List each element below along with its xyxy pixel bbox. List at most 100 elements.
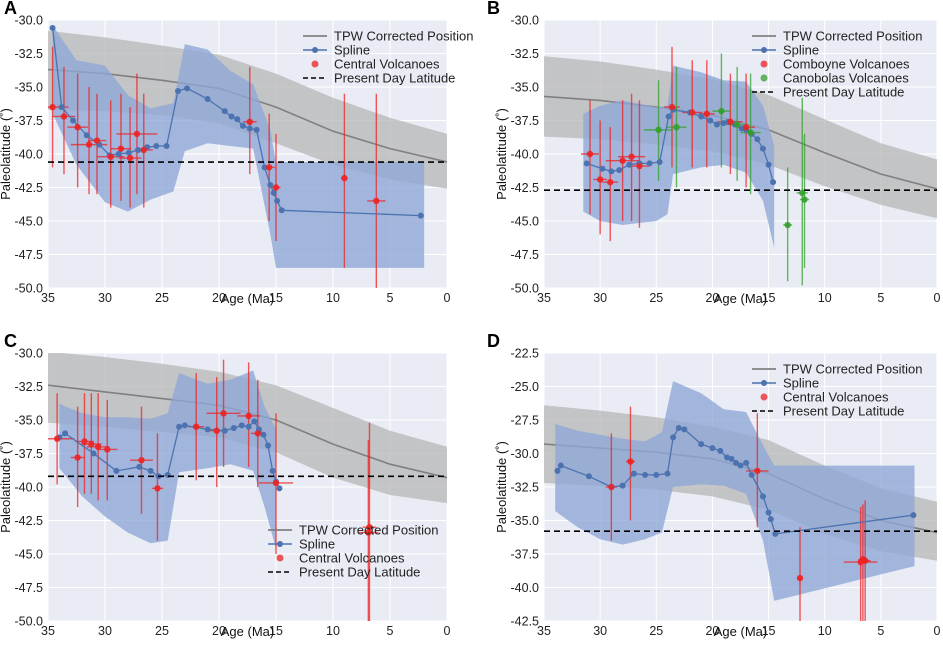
spline-point xyxy=(554,467,561,474)
spline-point xyxy=(135,146,142,153)
comboyne-volcanoes-point xyxy=(727,118,734,126)
central-volcanoes-point xyxy=(627,458,634,465)
legend-label: Comboyne Volcanoes xyxy=(783,57,910,72)
central-volcanoes-point xyxy=(81,438,88,445)
spline-point xyxy=(276,485,283,492)
spline-point xyxy=(664,470,671,477)
spline-point xyxy=(759,145,766,152)
x-tick-label: 20 xyxy=(705,291,719,305)
y-tick-label: -25.0 xyxy=(511,380,540,394)
y-tick-label: -42.5 xyxy=(511,181,540,195)
central-volcanoes-point xyxy=(53,435,61,442)
central-volcanoes-point xyxy=(859,556,867,563)
panel-letter: B xyxy=(487,0,500,18)
central-volcanoes-point xyxy=(107,153,114,160)
y-tick-label: -32.5 xyxy=(511,47,540,61)
panel-letter: C xyxy=(4,331,17,351)
spline-point xyxy=(274,197,281,204)
spline-point xyxy=(728,455,735,462)
central-volcanoes-point xyxy=(104,446,111,453)
y-tick-label: -42.5 xyxy=(15,514,44,528)
y-tick-label: -42.5 xyxy=(511,615,540,629)
y-axis-title: Paleolatitude (˚) xyxy=(494,108,509,200)
spline-point xyxy=(608,168,615,175)
spline-point xyxy=(717,447,724,454)
central-volcanoes-point xyxy=(341,174,348,182)
y-tick-label: -37.5 xyxy=(511,548,540,562)
comboyne-volcanoes-point xyxy=(742,124,750,131)
spline-point xyxy=(656,159,663,166)
central-volcanoes-point xyxy=(60,113,68,120)
x-tick-label: 0 xyxy=(444,624,451,638)
y-tick-label: -42.5 xyxy=(15,181,44,195)
spline-point xyxy=(665,113,672,120)
spline-point xyxy=(62,430,69,437)
y-axis-title: Paleolatitude (˚) xyxy=(0,108,13,200)
legend-swatch-central-volcanoes xyxy=(760,393,768,401)
x-tick-label: 15 xyxy=(269,291,283,305)
x-tick-label: 25 xyxy=(649,624,663,638)
x-tick-label: 10 xyxy=(818,624,832,638)
legend-swatch-spline-marker xyxy=(277,541,283,547)
x-tick-label: 35 xyxy=(537,624,551,638)
legend-swatch-spline-marker xyxy=(312,47,318,53)
canobolas-volcanoes-point xyxy=(801,196,808,203)
spline-point xyxy=(642,471,649,478)
central-volcanoes-point xyxy=(133,130,141,138)
canobolas-volcanoes-point xyxy=(718,107,725,115)
spline-point xyxy=(221,108,228,115)
comboyne-volcanoes-point xyxy=(668,103,676,111)
spline-point xyxy=(70,117,77,124)
y-tick-label: -47.5 xyxy=(511,248,540,262)
spline-point xyxy=(58,104,65,111)
x-tick-label: 10 xyxy=(326,624,340,638)
spline-point xyxy=(646,160,653,167)
y-tick-label: -37.5 xyxy=(511,114,540,128)
x-tick-label: 0 xyxy=(444,291,451,305)
spline-point xyxy=(910,512,917,519)
comboyne-volcanoes-point xyxy=(586,150,594,158)
comboyne-volcanoes-point xyxy=(636,162,643,170)
x-tick-label: 30 xyxy=(593,624,607,638)
spline-point xyxy=(136,463,143,470)
canobolas-volcanoes-point xyxy=(747,129,754,136)
x-tick-label: 0 xyxy=(934,624,941,638)
y-tick-label: -32.5 xyxy=(15,47,44,61)
panel-c: -30.0 -32.5 -35.0 -37.5 -40.0 -42.5 -45.0 -47.5… xyxy=(0,331,451,639)
legend-swatch-canobolas-volcanoes xyxy=(760,74,768,82)
legend-label: TPW Corrected Position xyxy=(299,523,438,538)
x-tick-label: 10 xyxy=(818,291,832,305)
comboyne-volcanoes-point xyxy=(619,157,626,164)
y-tick-label: -40.0 xyxy=(511,148,540,162)
legend-label: Spline xyxy=(783,376,819,391)
spline-point xyxy=(260,431,267,438)
x-tick-label: 20 xyxy=(212,624,226,638)
spline-point xyxy=(626,161,633,168)
canobolas-volcanoes-point xyxy=(655,126,662,134)
spline-point xyxy=(115,151,122,157)
spline-point xyxy=(653,471,660,478)
spline-point xyxy=(698,113,705,120)
x-tick-label: 15 xyxy=(762,291,776,305)
spline-point xyxy=(90,450,97,457)
spline-point xyxy=(204,426,211,433)
x-tick-label: 25 xyxy=(155,624,169,638)
spline-point xyxy=(246,125,253,132)
x-tick-label: 20 xyxy=(705,624,719,638)
central-volcanoes-point xyxy=(754,467,761,475)
central-volcanoes-point xyxy=(272,479,280,487)
spline-point xyxy=(49,25,56,32)
panel-letter: A xyxy=(4,0,17,18)
x-tick-label: 35 xyxy=(537,291,551,305)
central-volcanoes-point xyxy=(154,485,161,492)
spline-point xyxy=(238,422,245,429)
central-volcanoes-point xyxy=(117,145,125,152)
central-volcanoes-point xyxy=(74,124,81,131)
panel-b: -30.0 -32.5 -35.0 -37.5 -40.0 -42.5 -45.0 -47.5… xyxy=(487,0,941,306)
x-axis-title: Age (Ma) xyxy=(221,291,274,306)
legend-label: Present Day Latitude xyxy=(299,565,420,580)
